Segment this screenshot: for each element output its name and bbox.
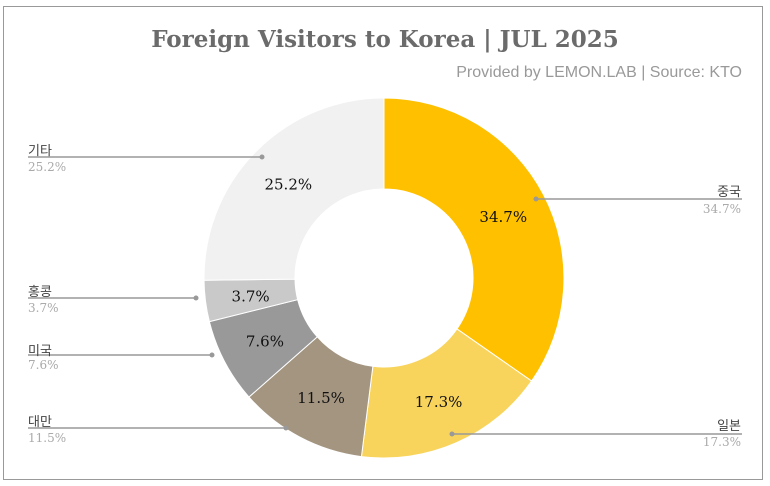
slice-data-label: 25.2%: [264, 175, 312, 193]
pct-japan: 17.3%: [702, 435, 741, 449]
label-japan: 일본: [717, 419, 741, 434]
pct-hongkong: 3.7%: [28, 301, 59, 315]
leader-dot: [259, 154, 265, 160]
label-hongkong: 홍콩: [28, 285, 52, 300]
label-usa: 미국: [28, 344, 52, 359]
donut-slice: [203, 97, 385, 281]
pct-usa: 7.6%: [28, 358, 59, 372]
leader-dot: [533, 196, 539, 202]
slice-data-label: 3.7%: [232, 287, 270, 305]
donut-slice: [383, 97, 565, 382]
label-other: 기타: [28, 144, 52, 159]
label-taiwan: 대만: [28, 415, 52, 430]
slice-data-label: 11.5%: [297, 389, 345, 407]
donut-slice: [360, 328, 533, 459]
pct-china: 34.7%: [702, 202, 741, 216]
chart-frame: [3, 6, 763, 480]
pct-taiwan: 11.5%: [28, 431, 67, 445]
slice-data-label: 7.6%: [246, 333, 284, 351]
leader-dot: [283, 425, 289, 431]
leader-dot: [193, 295, 199, 301]
pct-other: 25.2%: [28, 160, 67, 174]
slice-data-label: 34.7%: [479, 208, 527, 226]
leader-dot: [209, 352, 215, 358]
chart-title: Foreign Visitors to Korea | JUL 2025: [151, 26, 619, 53]
leader-dot: [449, 431, 455, 437]
label-china: 중국: [717, 185, 741, 200]
chart-subtitle: Provided by LEMON.LAB | Source: KTO: [456, 64, 742, 81]
slice-data-label: 17.3%: [415, 393, 463, 411]
